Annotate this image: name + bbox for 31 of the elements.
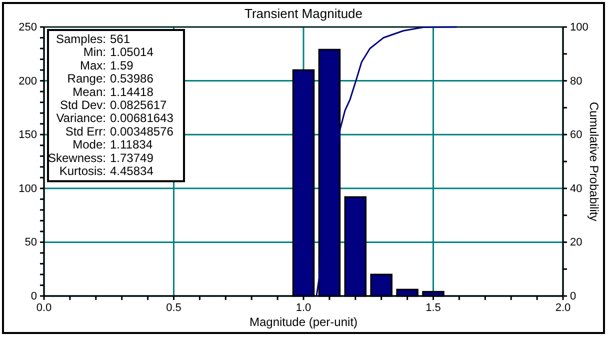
y-tick-label: 150 [18, 129, 37, 142]
x-tick-label: 1.0 [296, 302, 312, 314]
x-tick-label: 1.5 [426, 302, 441, 314]
annotation: Kurtosis: 4.45834 [59, 164, 154, 178]
y2-tick-label: 40 [570, 182, 582, 195]
y-tick-label: 0 [30, 290, 37, 303]
annotation: Mean: 1.14418 [72, 84, 154, 99]
annotation: Max: 1.59 [80, 58, 134, 72]
annotation: Variance: 0.00681643 [56, 111, 174, 126]
x-tick-label: 0.5 [166, 302, 182, 314]
y-tick-label: 100 [18, 182, 37, 195]
y2-tick-label: 80 [570, 75, 582, 88]
y2-tick-label: 20 [570, 236, 582, 249]
annotation: Skewness: 1.73749 [48, 150, 154, 165]
annotation: Std Dev: 0.0825617 [60, 98, 168, 112]
y-tick-label: 200 [18, 75, 37, 88]
annotation: Samples: 561 [56, 32, 130, 46]
y2-tick-label: 60 [570, 129, 582, 142]
x-tick-label: 2.0 [555, 302, 571, 314]
annotation: Range: 0.53986 [67, 72, 154, 86]
y2-tick-label: 0 [570, 290, 576, 303]
x-tick-label: 0.0 [36, 302, 52, 314]
y-tick-label: 50 [24, 236, 37, 249]
chart-title: Transient Magnitude [244, 6, 363, 21]
x-axis-title: Magnitude (per-unit) [249, 315, 358, 329]
y2-tick-label: 100 [570, 22, 588, 34]
annotation: Std Err: 0.00348576 [65, 124, 174, 138]
annotation: Min: 1.05014 [83, 45, 154, 60]
y2-axis-title: Cumulative Probability [587, 102, 601, 222]
y-tick-label: 250 [18, 22, 37, 34]
annotation: Mode: 1.11834 [72, 138, 153, 152]
